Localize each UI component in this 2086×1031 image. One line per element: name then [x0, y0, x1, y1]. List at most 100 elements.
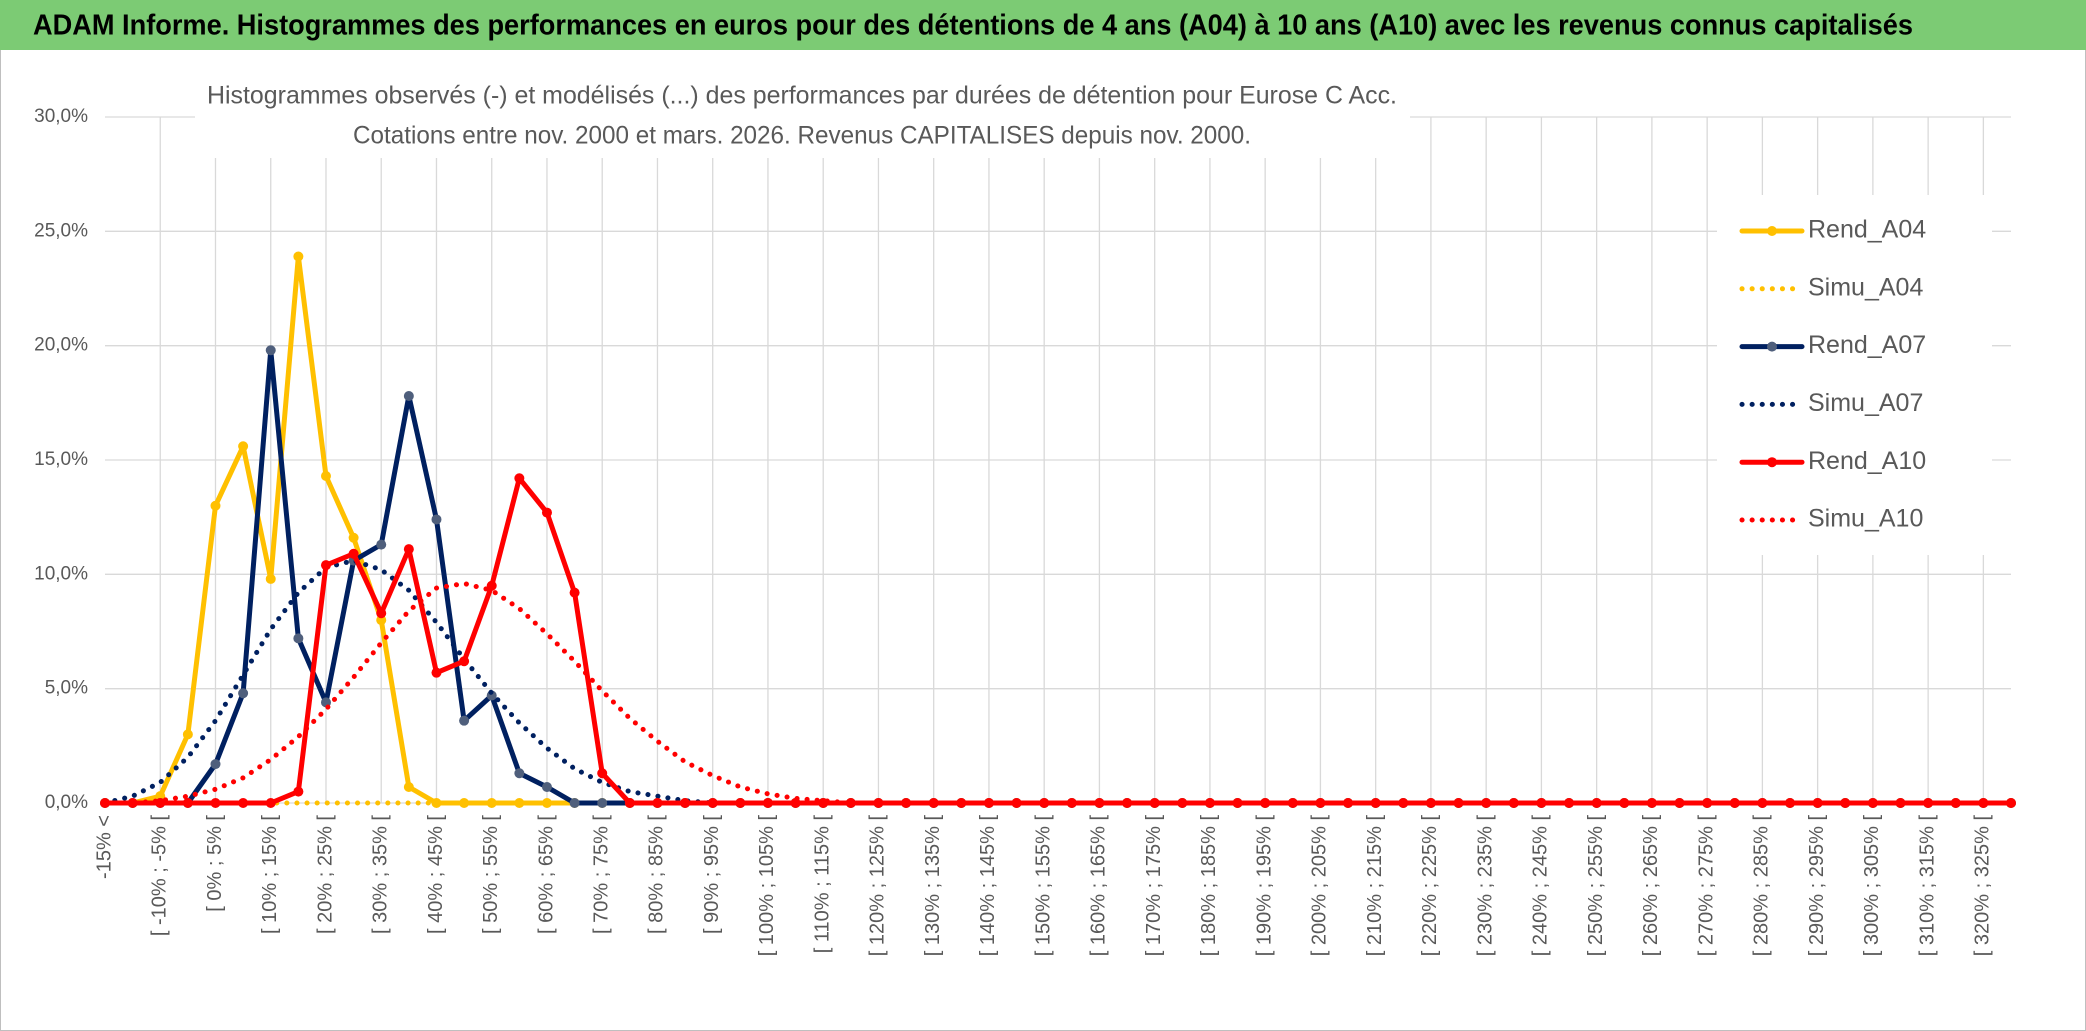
legend-label: Simu_A04	[1808, 273, 1923, 301]
marker	[1674, 798, 1685, 808]
marker	[155, 791, 166, 802]
x-tick-label: [ 300% ; 305% [	[1861, 815, 1883, 957]
simulated-line	[102, 580, 2014, 806]
chart-subtitle: Cotations entre nov. 2000 et mars. 2026.…	[353, 122, 1251, 150]
x-tick-label: [ 140% ; 145% [	[977, 815, 999, 957]
page-title: ADAM Informe. Histogrammes des performan…	[33, 10, 1913, 42]
x-tick-label: [ 260% ; 265% [	[1640, 815, 1662, 957]
marker	[210, 500, 221, 511]
x-tick-label: [ 130% ; 135% [	[922, 815, 944, 957]
legend-marker	[1767, 226, 1777, 236]
y-tick-label: 5,0%	[45, 678, 88, 699]
marker	[541, 781, 552, 792]
title-background	[195, 76, 1410, 158]
x-tick-label: [ 90% ; 95% [	[701, 815, 723, 934]
marker	[1757, 798, 1768, 808]
x-tick-label: [ 280% ; 285% [	[1751, 815, 1773, 957]
marker	[762, 798, 773, 808]
marker	[459, 656, 470, 667]
x-tick-label: [ 170% ; 175% [	[1143, 815, 1165, 957]
marker	[569, 798, 580, 808]
marker	[597, 768, 608, 779]
marker	[1646, 798, 1657, 808]
marker	[1950, 798, 1961, 808]
legend: Rend_A04 Simu_A04 Rend_A07 Simu_A07 Rend_A10…	[1717, 195, 1992, 555]
marker	[1978, 798, 1989, 808]
x-tick-label: [ 320% ; 325% [	[1972, 815, 1994, 957]
marker	[376, 608, 387, 619]
marker	[320, 560, 331, 571]
y-tick-label: 0,0%	[45, 792, 88, 813]
marker	[293, 251, 304, 262]
marker	[1867, 798, 1878, 808]
x-tick-label: [ 240% ; 245% [	[1530, 815, 1552, 957]
marker	[1895, 798, 1906, 808]
legend-marker	[1767, 341, 1777, 352]
x-tick-label: [ 180% ; 185% [	[1198, 815, 1220, 957]
x-tick-label: [ 0% ; 5% [	[204, 815, 226, 912]
marker	[541, 507, 552, 518]
marker	[707, 798, 718, 808]
marker	[265, 345, 276, 356]
marker	[1453, 798, 1464, 808]
marker	[1536, 798, 1547, 808]
marker	[431, 514, 442, 525]
legend-marker	[1767, 457, 1777, 468]
y-tick-label: 15,0%	[34, 449, 88, 470]
x-tick-label: [ 10% ; 15% [	[259, 815, 281, 934]
marker	[1122, 798, 1133, 808]
title-bar	[0, 0, 2086, 50]
grid: 0,0% 5,0% 10,0% 15,0% 20,0% 25,0% 30,0% -15% < […	[34, 106, 2011, 956]
x-tick-label: [ 70% ; 75% [	[590, 815, 612, 934]
marker	[403, 390, 414, 401]
marker	[403, 781, 414, 792]
marker	[348, 532, 359, 543]
x-tick-label: [ 290% ; 295% [	[1806, 815, 1828, 957]
marker	[735, 798, 746, 808]
marker	[320, 471, 331, 482]
marker	[486, 580, 497, 591]
marker	[293, 786, 304, 797]
y-tick-label: 25,0%	[34, 220, 88, 241]
marker	[182, 798, 193, 808]
marker	[238, 441, 249, 452]
x-tick-label: [ 30% ; 35% [	[370, 815, 392, 934]
y-tick-label: 30,0%	[34, 106, 88, 127]
marker	[1149, 798, 1160, 808]
y-tick-label: 20,0%	[34, 335, 88, 356]
x-tick-label: [ 120% ; 125% [	[867, 815, 889, 957]
marker	[514, 473, 525, 484]
x-tick-label: [ 190% ; 195% [	[1253, 815, 1275, 957]
legend-label: Rend_A04	[1808, 216, 1926, 244]
marker	[210, 759, 221, 770]
x-tick-label: [ 110% ; 115% [	[811, 815, 833, 954]
x-tick-label: [ 160% ; 165% [	[1088, 815, 1110, 957]
marker	[1343, 798, 1354, 808]
x-tick-label: [ 250% ; 255% [	[1585, 815, 1607, 957]
marker	[431, 667, 442, 678]
legend-label: Simu_A07	[1808, 389, 1923, 417]
legend-background	[1717, 195, 1992, 555]
x-tick-label: [ 50% ; 55% [	[480, 815, 502, 934]
x-tick-label: [ 20% ; 25% [	[314, 815, 336, 934]
marker	[486, 798, 497, 808]
x-tick-label: [ 40% ; 45% [	[425, 815, 447, 934]
plot	[100, 251, 2016, 808]
marker	[459, 798, 470, 808]
marker	[1260, 798, 1271, 808]
marker	[403, 544, 414, 555]
marker	[265, 798, 276, 808]
marker	[624, 798, 635, 808]
x-tick-label: [ -10% ; -5% [	[149, 815, 171, 937]
marker	[182, 729, 193, 740]
x-tick-label: [ 210% ; 215% [	[1364, 815, 1386, 957]
x-tick-label: [ 310% ; 315% [	[1916, 815, 1938, 957]
marker	[1232, 798, 1243, 808]
marker	[956, 798, 967, 808]
marker	[1370, 798, 1381, 808]
x-tick-label: [ 150% ; 155% [	[1032, 815, 1054, 957]
marker	[459, 715, 470, 726]
marker	[928, 798, 939, 808]
